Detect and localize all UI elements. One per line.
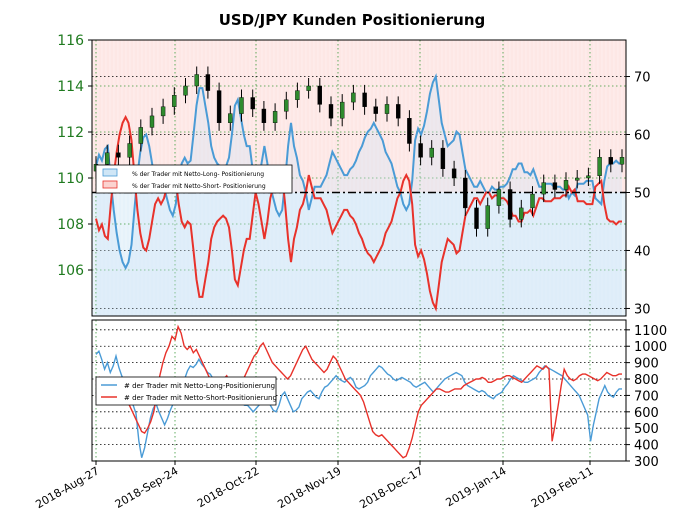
candle-body: [586, 175, 591, 179]
candle-body: [194, 74, 199, 87]
short-percent-line: [95, 114, 622, 312]
candle-body: [519, 207, 524, 220]
price-tick-label: 106: [57, 263, 84, 279]
percent-tick-label: 70: [634, 71, 651, 86]
candle-body: [619, 157, 625, 165]
price-tick-label: 112: [57, 125, 84, 141]
candle-body: [362, 92, 367, 107]
count-tick-label: 800: [634, 373, 659, 388]
top-legend-box: [95, 164, 293, 194]
candle-body: [116, 152, 121, 158]
candle-body: [485, 205, 490, 229]
candle-body: [160, 106, 166, 117]
candle-body: [239, 97, 244, 114]
price-tick-label: 108: [57, 217, 84, 233]
candle-body: [440, 147, 446, 170]
count-tick-label: 900: [634, 357, 659, 372]
candle-body: [284, 99, 289, 112]
price-tick-label: 116: [57, 33, 84, 49]
candle-body: [295, 90, 300, 100]
candle-body: [328, 104, 334, 119]
candle-body: [384, 104, 390, 114]
count-tick-label: 600: [634, 406, 659, 421]
candle-body: [205, 74, 211, 91]
candle-body: [474, 207, 479, 229]
candle-body: [597, 157, 602, 176]
legend-short-count-label: # der Trader mit Netto-Short-Positionier…: [124, 394, 277, 402]
candle-body: [507, 189, 513, 220]
bottom-panel-border: [91, 319, 627, 462]
candle-body: [563, 180, 569, 190]
candle-body: [496, 189, 502, 206]
candle-body: [306, 85, 311, 91]
candle-body: [463, 177, 468, 209]
legend-long-swatch: [102, 168, 118, 177]
price-axis: 106 108 110 112 114 116: [57, 33, 92, 279]
bottom-legend-box: [95, 376, 277, 406]
count-tick-label: 700: [634, 389, 659, 404]
candle-body: [608, 157, 613, 165]
count-tick-label: 500: [634, 422, 659, 437]
percent-tick-label: 60: [634, 129, 651, 144]
candle-body: [250, 97, 255, 110]
candle-body: [261, 108, 267, 124]
price-candles: [93, 66, 625, 237]
count-tick-label: 1100: [634, 324, 667, 339]
candle-body: [317, 85, 322, 105]
percent-tick-label: 30: [634, 302, 651, 317]
chart-title: USD/JPY Kunden Positionierung: [219, 11, 486, 29]
price-tick-label: 114: [57, 79, 84, 95]
candle-body: [541, 182, 546, 195]
count-tick-label: 1000: [634, 340, 667, 355]
candle-body: [373, 106, 378, 114]
candle-body: [228, 113, 233, 123]
candle-body: [418, 143, 423, 158]
short-count-line: [95, 324, 622, 459]
legend-long-label: % der Trader mit Netto-Long- Positionier…: [132, 171, 264, 178]
candle-body: [429, 147, 434, 158]
candle-body: [396, 104, 401, 119]
candle-body: [407, 117, 412, 144]
price-tick-label: 110: [57, 171, 84, 187]
candle-body: [149, 115, 155, 128]
count-tick-label: 400: [634, 439, 659, 454]
count-tick-label: 300: [634, 455, 659, 470]
percent-axis: 30 40 50 60 70: [626, 71, 651, 317]
candle-body: [216, 90, 222, 123]
candle-body: [127, 143, 132, 158]
candle-body: [172, 94, 177, 107]
candle-body: [340, 101, 345, 119]
bottom-legend: # der Trader mit Netto-Long-Positionieru…: [95, 376, 277, 406]
legend-short-label: % der Trader mit Netto-Short- Positionie…: [132, 183, 266, 190]
candle-body: [351, 92, 356, 103]
candle-body: [530, 193, 535, 209]
long-percent-line: [95, 73, 622, 271]
bottom-panel-frame: [91, 319, 627, 462]
percent-tick-label: 40: [634, 244, 651, 259]
legend-long-count-label: # der Trader mit Netto-Long-Positionieru…: [124, 382, 275, 390]
candle-body: [451, 168, 457, 179]
top-legend: % der Trader mit Netto-Long- Positionier…: [95, 164, 293, 194]
candle-body: [552, 182, 558, 190]
legend-short-swatch: [102, 180, 118, 189]
candle-body: [104, 152, 110, 165]
long-area: [96, 76, 622, 316]
top-panel-series: [92, 73, 626, 316]
candle-body: [575, 177, 580, 181]
candle-body: [183, 85, 188, 96]
percent-tick-label: 50: [634, 186, 651, 201]
candle-body: [138, 127, 144, 144]
candle-body: [272, 111, 278, 124]
